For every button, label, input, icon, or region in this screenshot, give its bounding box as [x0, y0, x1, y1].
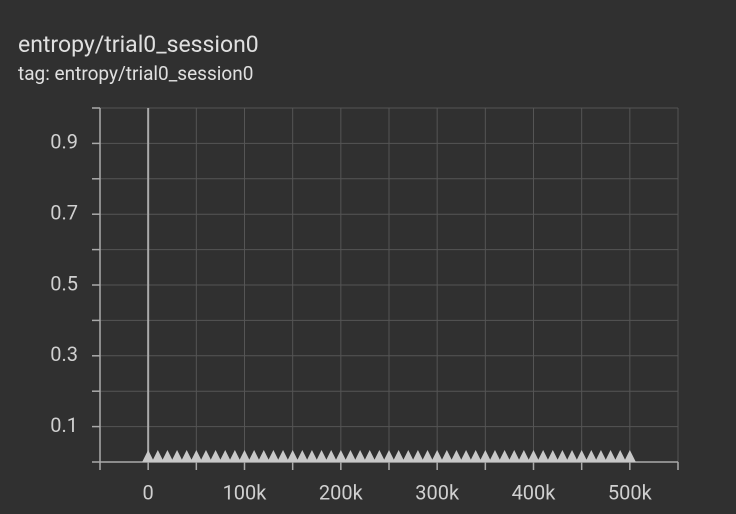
point-marker	[354, 450, 367, 462]
point-marker	[479, 450, 492, 462]
chart-title: entropy/trial0_session0	[18, 31, 259, 58]
point-marker	[623, 450, 636, 462]
point-marker	[546, 450, 559, 462]
point-marker	[277, 450, 290, 462]
point-marker	[228, 450, 241, 462]
point-marker	[334, 450, 347, 462]
point-marker	[286, 450, 299, 462]
point-marker	[209, 450, 222, 462]
y-tick-label: 0.9	[50, 130, 78, 154]
point-marker	[517, 450, 530, 462]
point-marker	[190, 450, 203, 462]
x-tick-label: 400k	[512, 480, 557, 504]
point-marker	[373, 450, 386, 462]
point-marker	[392, 450, 405, 462]
point-marker	[363, 450, 376, 462]
point-marker	[151, 450, 164, 462]
point-marker	[440, 450, 453, 462]
point-marker	[488, 450, 501, 462]
point-marker	[161, 450, 174, 462]
point-marker	[566, 450, 579, 462]
point-marker	[585, 450, 598, 462]
point-marker	[305, 450, 318, 462]
point-marker	[527, 450, 540, 462]
point-marker	[537, 450, 550, 462]
point-marker	[498, 450, 511, 462]
x-tick-label: 500k	[608, 480, 653, 504]
point-marker	[315, 450, 328, 462]
x-tick-label: 200k	[319, 480, 364, 504]
point-marker	[383, 450, 395, 462]
y-tick-label: 0.7	[50, 200, 78, 224]
x-tick-label: 100k	[223, 480, 268, 504]
point-marker	[614, 450, 627, 462]
x-tick-label: 0	[143, 480, 154, 504]
point-marker	[575, 450, 588, 462]
point-marker	[199, 450, 212, 462]
point-marker	[594, 450, 607, 462]
point-marker	[267, 450, 280, 462]
point-marker	[344, 450, 357, 462]
y-tick-label: 0.1	[50, 413, 78, 437]
point-marker	[604, 450, 617, 462]
point-marker	[508, 450, 521, 462]
point-marker	[238, 450, 251, 462]
point-marker	[469, 450, 482, 462]
point-marker	[180, 450, 193, 462]
point-marker	[296, 450, 309, 462]
y-tick-label: 0.3	[50, 342, 78, 366]
point-marker	[460, 450, 473, 462]
point-marker	[431, 450, 444, 462]
point-marker	[411, 450, 424, 462]
point-marker	[325, 450, 338, 462]
point-marker	[257, 450, 270, 462]
x-tick-label: 300k	[415, 480, 460, 504]
chart-subtitle: tag: entropy/trial0_session0	[18, 62, 253, 85]
point-marker	[450, 450, 463, 462]
point-marker	[171, 450, 184, 462]
point-marker	[142, 450, 155, 462]
point-marker	[248, 450, 261, 462]
point-marker	[219, 450, 232, 462]
y-tick-label: 0.5	[50, 271, 78, 295]
point-marker	[402, 450, 415, 462]
point-marker	[556, 450, 569, 462]
point-marker	[421, 450, 434, 462]
